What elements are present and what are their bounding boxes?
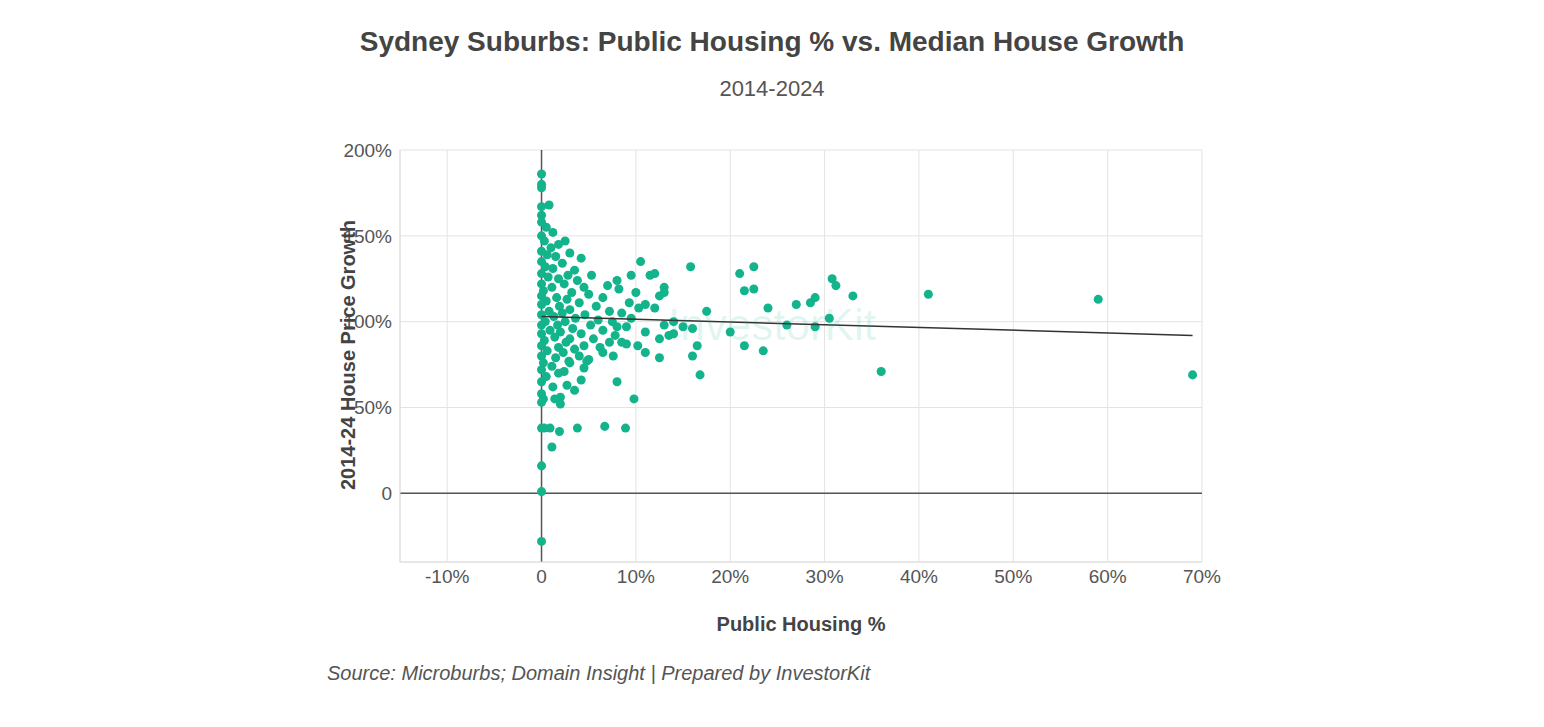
svg-text:70%: 70% [1183,566,1221,587]
svg-text:50%: 50% [994,566,1032,587]
svg-text:0: 0 [381,483,392,504]
svg-text:10%: 10% [617,566,655,587]
svg-text:60%: 60% [1089,566,1127,587]
svg-text:40%: 40% [900,566,938,587]
svg-text:0: 0 [536,566,547,587]
svg-text:-10%: -10% [425,566,469,587]
svg-text:30%: 30% [806,566,844,587]
svg-text:50%: 50% [354,397,392,418]
svg-text:20%: 20% [711,566,749,587]
svg-text:200%: 200% [343,140,392,161]
